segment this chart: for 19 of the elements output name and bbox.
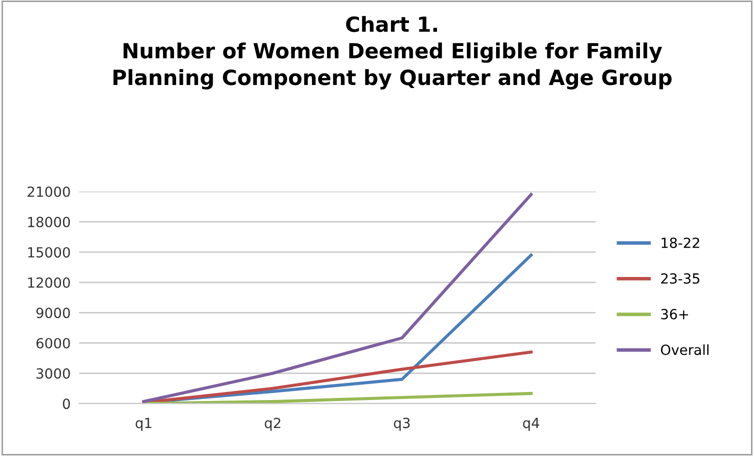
y-tick-label: 21000 — [28, 186, 70, 197]
line-series — [142, 392, 533, 404]
x-tick-label: q3 — [394, 418, 410, 431]
legend-label: 23-35 — [661, 273, 700, 284]
x-tick-label: q1 — [136, 418, 152, 431]
legend-label: 36+ — [661, 308, 688, 320]
chart-title: Chart 1. Number of Women Deemed Eligible for Family Planning Component by Quarter and Age Group — [114, 16, 672, 90]
x-tick-label: q4 — [523, 418, 540, 431]
y-tick-label: 15000 — [28, 247, 70, 258]
legend-label: Overall — [660, 344, 708, 356]
y-tick-label: 18000 — [28, 216, 70, 228]
line-series — [142, 193, 533, 404]
y-tick-label: 0 — [62, 398, 70, 410]
y-tick-label: 6000 — [36, 338, 70, 348]
x-tick-label: q2 — [264, 418, 280, 431]
y-tick-label: 3000 — [36, 368, 70, 379]
y-tick-label: 9000 — [36, 308, 70, 318]
legend-label: 18-22 — [662, 238, 700, 248]
y-tick-label: 12000 — [28, 277, 70, 288]
